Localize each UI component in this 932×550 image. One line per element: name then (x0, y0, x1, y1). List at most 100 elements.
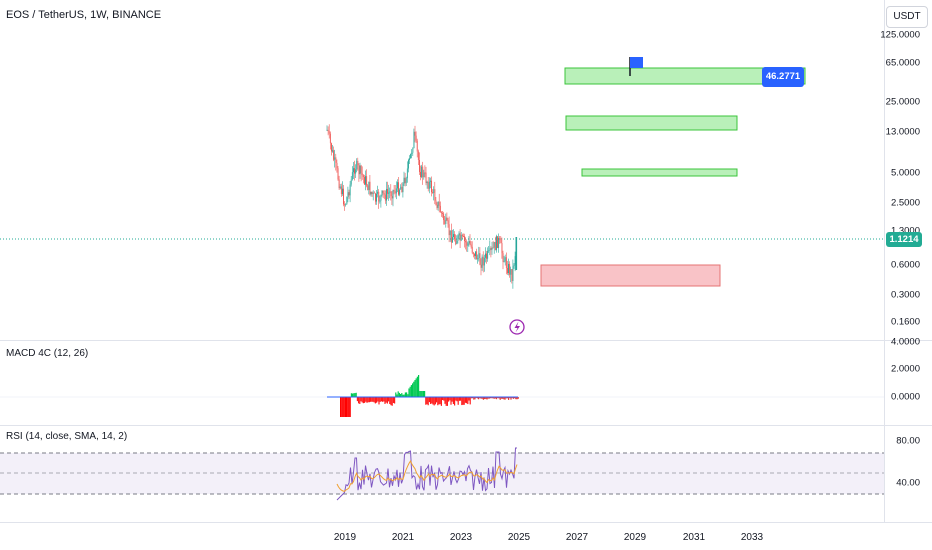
macd-bar (490, 397, 492, 399)
time-tick: 2029 (623, 532, 647, 543)
macd-bar (506, 397, 508, 399)
macd-bar (457, 397, 459, 405)
macd-bar (464, 397, 466, 403)
candle-body (355, 169, 357, 174)
candle-body (395, 188, 397, 194)
candle-body (335, 157, 337, 163)
candle-body (426, 181, 428, 184)
candle-body (485, 253, 486, 258)
macd-bar (395, 392, 397, 397)
macd-bar (439, 397, 441, 405)
candle-body (339, 186, 341, 189)
candle-body (508, 263, 509, 274)
candle-body (350, 179, 352, 185)
candle-body (454, 234, 456, 240)
candle-body (424, 172, 426, 174)
macd-bar (398, 392, 400, 397)
candle-body (354, 168, 355, 174)
rsi-label[interactable]: RSI (14, close, SMA, 14, 2) (6, 431, 128, 442)
candle-body (434, 189, 436, 201)
macd-bar (473, 397, 475, 400)
target-zone-2[interactable] (565, 115, 738, 131)
macd-bar (344, 397, 346, 417)
price-tick: 0.6000 (890, 259, 920, 271)
candle-body (343, 188, 344, 205)
macd-bar (492, 397, 494, 399)
macd-bar (350, 393, 352, 397)
candle-body (501, 243, 503, 254)
macd-bar (431, 397, 433, 404)
macd-bar (379, 397, 381, 402)
macd-bar (427, 397, 429, 406)
macd-bar (347, 397, 349, 417)
currency-selector[interactable]: USDT (886, 6, 928, 28)
candle-body (397, 182, 398, 189)
macd-bar (472, 397, 474, 399)
candle-body (475, 251, 476, 257)
candle-body (326, 129, 328, 131)
candle-body (471, 246, 473, 253)
candle-body (371, 191, 373, 195)
candle-body (400, 186, 402, 190)
macd-bar (517, 397, 519, 399)
macd-bar (420, 391, 422, 397)
macd-bar (511, 397, 513, 399)
candle-body (439, 205, 441, 213)
candle-body (486, 253, 487, 259)
candle-body (386, 188, 387, 201)
support-zone[interactable] (540, 264, 721, 287)
macd-bar (358, 397, 360, 404)
macd-bar (349, 397, 351, 417)
candle-body (366, 176, 368, 186)
macd-bar (510, 397, 512, 400)
candle-body (449, 230, 451, 236)
macd-bar (451, 397, 453, 402)
candle-body (377, 191, 379, 194)
candle-body (468, 241, 470, 244)
macd-bar (512, 397, 514, 399)
candle-body (481, 256, 483, 268)
candle-body (465, 241, 467, 243)
macd-bar (504, 397, 506, 400)
candle-body (382, 190, 384, 194)
target-zone-1[interactable] (564, 67, 806, 85)
candle-body (452, 237, 453, 243)
candle-body (337, 168, 339, 180)
macd-bar (493, 397, 495, 399)
macd-bar (440, 397, 442, 406)
macd-bar (373, 397, 375, 403)
target-zone-3[interactable] (581, 168, 738, 177)
macd-bar (389, 397, 391, 405)
candle-body (406, 168, 408, 179)
macd-bar (377, 397, 379, 402)
pane-divider-rsi[interactable] (0, 425, 932, 426)
candle-body (479, 253, 481, 265)
flag-icon[interactable] (629, 57, 643, 76)
macd-bar (478, 397, 480, 400)
candle-body (453, 234, 454, 238)
macd-bar (487, 397, 489, 399)
candle-body (410, 153, 412, 159)
macd-bar (400, 394, 402, 397)
candle-body (415, 135, 417, 141)
candle-body (333, 150, 335, 160)
macd-label[interactable]: MACD 4C (12, 26) (6, 348, 89, 359)
macd-bar (366, 397, 368, 403)
pane-divider-macd[interactable] (0, 340, 932, 341)
macd-bar (508, 397, 510, 400)
candle-body (338, 179, 340, 189)
lightning-icon[interactable] (509, 319, 525, 335)
candle-body (331, 143, 332, 152)
macd-bar (450, 397, 452, 405)
candle-body (390, 191, 392, 197)
macd-bar (355, 392, 357, 397)
candle-body (467, 243, 469, 246)
macd-bar (378, 397, 380, 405)
current-price-badge[interactable]: 1.1214 (886, 232, 922, 247)
target-price-badge[interactable]: 46.2771 (762, 67, 804, 87)
candle-body (513, 264, 515, 267)
macd-bar (372, 397, 374, 402)
macd-bar (475, 397, 477, 399)
macd-bar (421, 391, 423, 397)
